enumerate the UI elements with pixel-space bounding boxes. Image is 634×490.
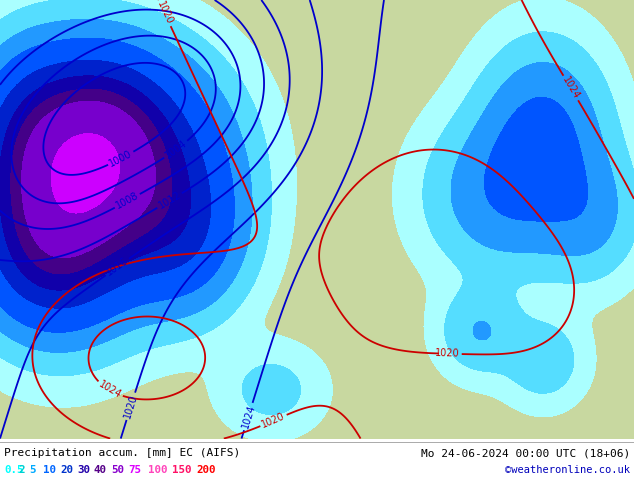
Text: 40: 40 [94,465,107,475]
Text: 0.5: 0.5 [4,465,23,475]
Text: 5: 5 [29,465,36,475]
Text: 20: 20 [60,465,73,475]
Text: 1004: 1004 [163,138,189,161]
Text: 1020: 1020 [260,411,287,430]
Text: 50: 50 [111,465,124,475]
Text: 1008: 1008 [114,191,141,211]
Text: ©weatheronline.co.uk: ©weatheronline.co.uk [505,465,630,475]
Text: 1020: 1020 [122,393,139,419]
Text: 1012: 1012 [157,190,183,211]
Text: 1024: 1024 [96,380,123,401]
Text: 75: 75 [128,465,141,475]
Text: 200: 200 [196,465,216,475]
Text: 1020: 1020 [155,0,174,26]
Text: 30: 30 [77,465,90,475]
Text: 1024: 1024 [240,403,257,430]
Text: 2: 2 [18,465,25,475]
Text: 150: 150 [172,465,191,475]
Text: Mo 24-06-2024 00:00 UTC (18+06): Mo 24-06-2024 00:00 UTC (18+06) [421,448,630,459]
Text: 1024: 1024 [560,75,581,101]
Text: Precipitation accum. [mm] EC (AIFS): Precipitation accum. [mm] EC (AIFS) [4,448,240,459]
Text: 1020: 1020 [435,348,460,359]
Text: 10: 10 [43,465,56,475]
Text: 1016: 1016 [105,256,130,278]
Text: 1000: 1000 [108,148,134,169]
Text: 100: 100 [148,465,167,475]
